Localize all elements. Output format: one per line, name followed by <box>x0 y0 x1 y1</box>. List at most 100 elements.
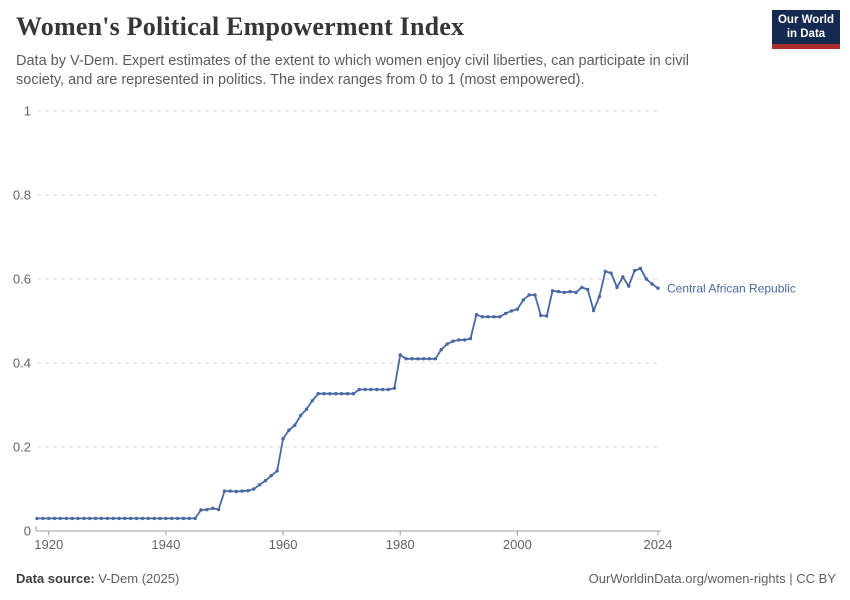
data-point <box>586 287 590 292</box>
data-point <box>556 289 561 294</box>
data-point <box>111 516 115 521</box>
data-source-label: Data source: <box>16 571 95 586</box>
data-point <box>381 387 385 392</box>
data-point <box>205 507 209 512</box>
data-point <box>281 436 285 441</box>
data-point <box>304 407 309 411</box>
data-point <box>375 387 379 392</box>
chart-subtitle: Data by V-Dem. Expert estimates of the e… <box>16 53 689 88</box>
data-point <box>603 269 607 274</box>
data-point <box>468 336 473 341</box>
data-source: Data source: V-Dem (2025) <box>16 571 179 586</box>
data-point <box>298 413 303 418</box>
data-point <box>509 309 514 313</box>
data-point <box>492 315 496 319</box>
data-point <box>621 275 625 279</box>
data-point <box>416 357 420 361</box>
data-point <box>545 314 549 318</box>
data-point <box>105 516 110 521</box>
data-point <box>439 347 443 352</box>
page-title: Women's Political Empowerment Index <box>16 12 465 41</box>
y-tick-label: 0.4 <box>13 356 31 371</box>
data-point <box>228 489 232 493</box>
data-point <box>170 516 174 521</box>
data-point <box>515 307 520 311</box>
data-point <box>445 342 449 346</box>
data-point <box>363 387 367 392</box>
y-tick-label: 0 <box>24 524 31 539</box>
data-point <box>252 487 256 491</box>
data-point <box>93 516 98 521</box>
data-point <box>562 290 566 295</box>
data-point <box>269 473 273 478</box>
data-point <box>88 516 92 521</box>
data-point <box>351 392 356 396</box>
data-point <box>316 392 320 396</box>
data-point <box>58 516 63 521</box>
data-point <box>293 423 297 427</box>
data-point <box>644 277 648 281</box>
data-point <box>41 516 45 521</box>
data-point <box>539 313 543 318</box>
data-point <box>187 516 191 521</box>
entity-label[interactable]: Central African Republic <box>667 282 796 296</box>
data-point <box>334 392 338 396</box>
data-point <box>632 268 637 273</box>
data-point <box>615 285 619 290</box>
data-point <box>591 308 596 313</box>
data-point <box>246 489 250 493</box>
data-point <box>82 516 86 521</box>
data-point <box>310 399 314 403</box>
data-point <box>422 357 426 361</box>
credit-link[interactable]: OurWorldinData.org/women-rights | CC BY <box>588 571 836 586</box>
x-tick-label: 1960 <box>269 537 298 552</box>
data-point <box>129 516 133 521</box>
data-point <box>181 516 186 521</box>
data-point <box>117 516 121 521</box>
data-point <box>35 516 39 521</box>
data-point <box>574 290 578 295</box>
data-point <box>451 339 455 343</box>
data-point <box>486 315 490 319</box>
data-point <box>322 392 326 396</box>
data-point <box>257 483 262 487</box>
data-point <box>234 489 238 494</box>
data-point <box>52 516 57 521</box>
data-point <box>99 516 104 521</box>
x-tick-label: 1920 <box>34 537 63 552</box>
data-point <box>568 289 572 294</box>
data-point <box>339 392 344 396</box>
data-point <box>158 516 162 521</box>
data-point <box>193 516 197 521</box>
data-point <box>656 286 660 290</box>
data-point <box>164 516 168 521</box>
owid-logo[interactable]: Our World in Data <box>772 10 840 49</box>
data-point <box>386 387 391 392</box>
data-point <box>146 516 150 521</box>
data-point <box>504 311 508 316</box>
owid-logo-line1: Our World <box>777 13 834 26</box>
data-point <box>328 392 332 396</box>
data-point <box>480 315 484 319</box>
x-tick-label: 1980 <box>386 537 415 552</box>
data-point <box>211 506 215 510</box>
data-point <box>140 516 145 521</box>
x-tick-label: 1940 <box>151 537 180 552</box>
data-point <box>410 357 414 361</box>
data-point <box>498 315 502 319</box>
data-point <box>357 387 361 392</box>
data-point <box>240 489 244 493</box>
data-point <box>398 353 402 357</box>
data-point <box>609 271 613 275</box>
x-tick-label: 2000 <box>503 537 532 552</box>
data-point <box>650 282 654 286</box>
y-tick-label: 1 <box>24 104 31 119</box>
data-point <box>457 338 461 342</box>
data-point <box>345 392 350 396</box>
data-point <box>533 293 537 297</box>
data-point <box>463 338 467 342</box>
line-chart[interactable]: 0 0.2 0.4 0.6 0.8 1 1920 1940 1960 1980 2000 2024 Ce… <box>0 96 850 566</box>
data-point <box>527 293 531 297</box>
data-point <box>216 507 221 512</box>
data-point <box>152 516 156 521</box>
